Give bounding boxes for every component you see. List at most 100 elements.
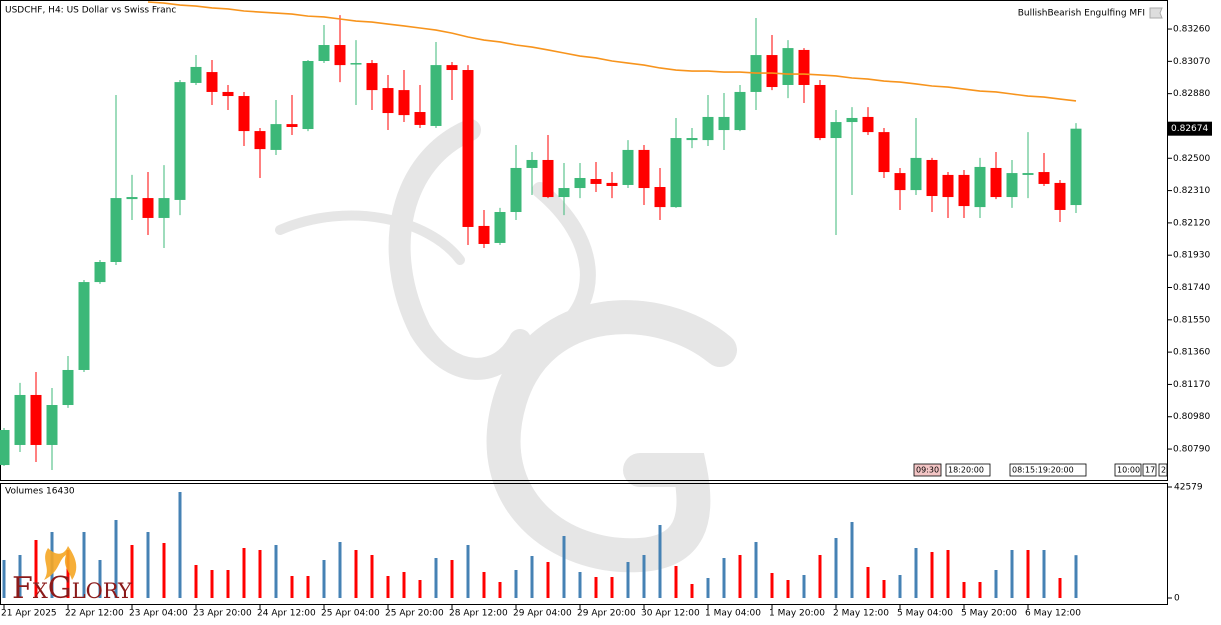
volume-bar: [898, 574, 902, 598]
volume-bar: [786, 579, 790, 598]
candle-body: [1054, 182, 1066, 210]
volume-bar: [690, 584, 694, 598]
volume-bar: [482, 571, 486, 598]
y-tick-label: 0.81360: [1173, 348, 1210, 358]
x-tick-label: 29 Apr 04:00: [513, 609, 572, 619]
candle-body: [670, 138, 682, 208]
candle-body: [910, 157, 922, 191]
volume-bar: [306, 576, 310, 598]
candle-body: [334, 45, 346, 66]
candle-body: [30, 394, 42, 445]
volume-bar: [434, 557, 438, 598]
candle-body: [846, 117, 858, 123]
volume-bar: [706, 577, 710, 598]
candle-body: [286, 124, 298, 127]
indicator-label: BullishBearish Engulfing MFI: [1018, 9, 1145, 19]
candle-body: [254, 131, 266, 150]
time-marker-box: [913, 463, 942, 477]
candle-body: [942, 174, 954, 198]
candle-body: [542, 159, 554, 198]
x-tick-label: 24 Apr 12:00: [257, 609, 316, 619]
current-price-label: 0.82674: [1171, 124, 1208, 134]
candle-body: [958, 174, 970, 207]
volume-bar: [594, 576, 598, 598]
candle-body: [718, 116, 730, 131]
volume-bar: [370, 554, 374, 598]
volume-bar: [274, 544, 278, 598]
y-tick-label: 0.81930: [1173, 251, 1210, 261]
volume-bar: [2, 559, 6, 598]
candle-body: [478, 225, 490, 244]
volume-pane-border: [0, 483, 1168, 605]
volume-bar: [738, 554, 742, 598]
volume-bar: [514, 569, 518, 598]
candle-body: [814, 84, 826, 139]
candle-body: [622, 149, 634, 185]
candle-body: [782, 48, 794, 85]
volume-bar: [946, 549, 950, 598]
x-tick-label: 29 Apr 20:00: [577, 609, 636, 619]
candle-body: [574, 177, 586, 189]
candle-body: [974, 166, 986, 208]
candle-body: [510, 167, 522, 213]
volume-bar: [1026, 549, 1030, 598]
volume-bar: [498, 581, 502, 598]
candle-body: [270, 124, 282, 150]
x-tick-label: 23 Apr 20:00: [193, 609, 252, 619]
volume-bar: [818, 554, 822, 598]
volume-y-tick-label: 42579: [1174, 483, 1203, 493]
x-tick-label: 5 May 20:00: [961, 609, 1017, 619]
candle-body: [126, 197, 138, 200]
volume-bar: [834, 537, 838, 598]
candle-body: [798, 49, 810, 85]
current-price-box: [1168, 121, 1212, 136]
candle-body: [430, 65, 442, 126]
candle-body: [1070, 128, 1082, 206]
y-tick-label: 0.80980: [1173, 412, 1210, 422]
candle-body: [830, 122, 842, 139]
watermark: [275, 119, 737, 573]
chart-title: USDCHF, H4: US Dollar vs Swiss Franc: [5, 6, 176, 16]
candle-body: [222, 91, 234, 97]
moving-average-line: [147, 1, 1077, 102]
candle-body: [446, 65, 458, 71]
time-marker: 2: [1161, 466, 1166, 475]
y-tick-label: 0.82310: [1173, 186, 1210, 196]
volume-bar: [546, 561, 550, 598]
candle-body: [382, 88, 394, 114]
indicator-icon: [1149, 7, 1163, 19]
candle-body: [686, 138, 698, 141]
x-tick-label: 28 Apr 12:00: [449, 609, 508, 619]
logo: FxGlory: [12, 571, 133, 606]
volume-bar: [66, 549, 70, 598]
volume-bar: [802, 574, 806, 598]
volume-y-tick-label: 0: [1174, 594, 1180, 604]
y-tick-label: 0.82500: [1173, 154, 1210, 164]
time-marker-box: [1142, 463, 1157, 477]
x-tick-label: 5 May 04:00: [897, 609, 953, 619]
time-marker-box: [945, 463, 991, 477]
candle-body: [494, 212, 506, 243]
candle-body: [1038, 172, 1050, 184]
volume-bar: [626, 561, 630, 598]
volume-bar: [98, 559, 102, 598]
time-marker: 10:00: [1117, 466, 1140, 475]
y-tick-label: 0.83070: [1173, 57, 1210, 67]
volume-bar: [82, 531, 86, 598]
candle-body: [350, 63, 362, 65]
time-marker: 08:15:19:20:00: [1012, 466, 1074, 475]
x-tick-label: 1 May 20:00: [769, 609, 825, 619]
candle-body: [702, 116, 714, 141]
volume-bar: [178, 491, 182, 598]
candle-body: [158, 198, 170, 218]
candle-body: [78, 282, 90, 370]
volume-bar: [770, 572, 774, 598]
volume-bar: [1074, 555, 1078, 598]
candle-body: [238, 96, 250, 132]
volume-bar: [210, 569, 214, 598]
volume-bar: [642, 554, 646, 598]
time-marker: 09:30: [916, 466, 939, 475]
volume-bar: [962, 581, 966, 598]
candle-body: [878, 132, 890, 173]
